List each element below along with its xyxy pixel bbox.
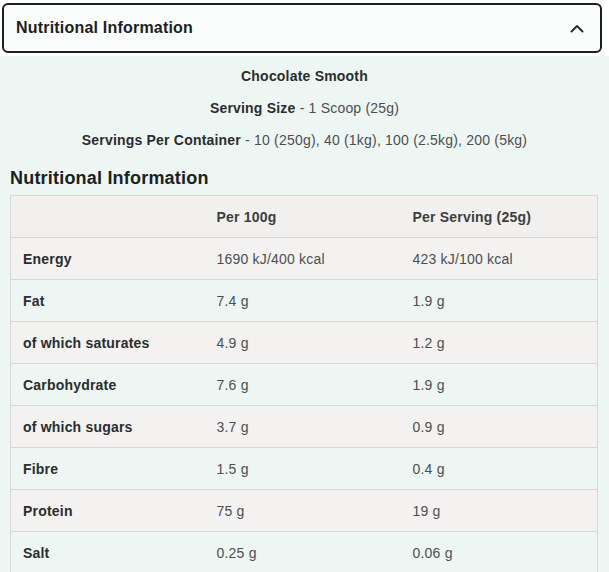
table-row: of which saturates 4.9 g 1.2 g (11, 322, 598, 364)
per-serving-value: 0.4 g (413, 448, 598, 490)
nutrient-label: Protein (11, 490, 217, 532)
per-serving-value: 1.9 g (413, 280, 598, 322)
nutrient-label: Energy (11, 238, 217, 280)
nutrient-label: Salt (11, 532, 217, 572)
accordion-title: Nutritional Information (16, 19, 193, 37)
serving-size-value: - 1 Scoop (25g) (300, 100, 400, 116)
per-100g-value: 7.6 g (217, 364, 413, 406)
flavour-name: Chocolate Smooth (0, 68, 609, 84)
nutritional-information-panel: Chocolate Smooth Serving Size - 1 Scoop … (0, 56, 609, 572)
table-header-row: Per 100g Per Serving (25g) (11, 196, 598, 238)
nutrient-label: of which sugars (11, 406, 217, 448)
nutritional-information-accordion-header[interactable]: Nutritional Information (2, 3, 602, 53)
per-serving-value: 423 kJ/100 kcal (413, 238, 598, 280)
servings-per-container-value: - 10 (250g), 40 (1kg), 100 (2.5kg), 200 … (245, 132, 527, 148)
table-row: Carbohydrate 7.6 g 1.9 g (11, 364, 598, 406)
per-100g-value: 75 g (217, 490, 413, 532)
nutrient-label: Fat (11, 280, 217, 322)
table-row: Energy 1690 kJ/400 kcal 423 kJ/100 kcal (11, 238, 598, 280)
column-header-per-100g: Per 100g (217, 196, 413, 238)
nutrition-table-heading: Nutritional Information (10, 168, 609, 189)
column-header-per-serving: Per Serving (25g) (413, 196, 598, 238)
nutrient-label: Fibre (11, 448, 217, 490)
nutrition-table: Per 100g Per Serving (25g) Energy 1690 k… (10, 195, 598, 572)
per-100g-value: 1690 kJ/400 kcal (217, 238, 413, 280)
per-serving-value: 19 g (413, 490, 598, 532)
per-100g-value: 1.5 g (217, 448, 413, 490)
table-row: of which sugars 3.7 g 0.9 g (11, 406, 598, 448)
chevron-up-icon[interactable] (570, 24, 584, 33)
serving-size-label: Serving Size (210, 100, 296, 116)
servings-per-container-line: Servings Per Container - 10 (250g), 40 (… (0, 132, 609, 148)
serving-size-line: Serving Size - 1 Scoop (25g) (0, 100, 609, 116)
per-serving-value: 1.9 g (413, 364, 598, 406)
nutrient-label: of which saturates (11, 322, 217, 364)
table-row: Fibre 1.5 g 0.4 g (11, 448, 598, 490)
table-row: Fat 7.4 g 1.9 g (11, 280, 598, 322)
per-100g-value: 0.25 g (217, 532, 413, 572)
per-100g-value: 7.4 g (217, 280, 413, 322)
nutrient-label: Carbohydrate (11, 364, 217, 406)
per-serving-value: 0.9 g (413, 406, 598, 448)
servings-per-container-label: Servings Per Container (82, 132, 241, 148)
per-100g-value: 3.7 g (217, 406, 413, 448)
table-row: Salt 0.25 g 0.06 g (11, 532, 598, 572)
flavour-name-text: Chocolate Smooth (241, 68, 368, 84)
column-header-blank (11, 196, 217, 238)
per-100g-value: 4.9 g (217, 322, 413, 364)
table-row: Protein 75 g 19 g (11, 490, 598, 532)
per-serving-value: 1.2 g (413, 322, 598, 364)
per-serving-value: 0.06 g (413, 532, 598, 572)
